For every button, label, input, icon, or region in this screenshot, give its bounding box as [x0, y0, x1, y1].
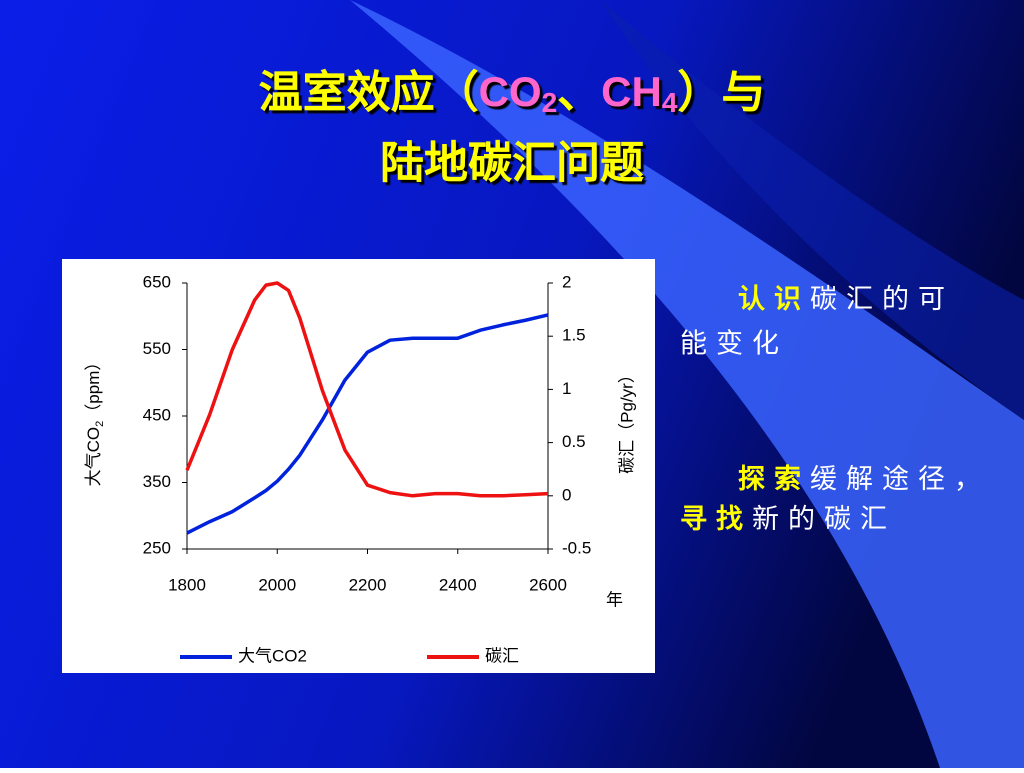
highlight: 认识 [738, 284, 810, 315]
x-tick-label: 2600 [529, 575, 567, 594]
y2-tick-label: 2 [562, 272, 571, 291]
series-line [186, 313, 549, 535]
point-text: 寻找新的碳汇 [680, 504, 896, 535]
x-tick-label: 2000 [258, 575, 296, 594]
y2-tick-label: 0 [562, 485, 571, 504]
text: 新的碳汇 [752, 504, 896, 535]
title: 温室效应（CO2、CH4）与 [259, 67, 766, 119]
y2-tick-label: 0.5 [562, 432, 586, 451]
title-text: 陆地碳汇问题 [380, 138, 644, 189]
title-text: 4 [662, 87, 678, 118]
legend-label: 碳汇 [485, 646, 519, 665]
y-tick-label: 650 [143, 272, 171, 291]
label: 2 [94, 421, 106, 427]
chart-background [62, 259, 655, 673]
title-text: ）与 [677, 67, 765, 118]
point-text: 探索缓解途径， [738, 464, 990, 495]
title-text: 2 [542, 87, 558, 118]
text: 碳汇的可 [810, 284, 954, 315]
chart: 年 大气CO2（ppm） 碳汇（Pg/yr） 250350450550650-0… [62, 259, 655, 673]
text: 能变化 [680, 329, 788, 360]
title-text: 温室效应（ [259, 67, 479, 118]
y2-tick-label: -0.5 [562, 538, 591, 557]
y-axis-label: 大气CO2（ppm） [84, 354, 105, 487]
label: 大气CO [84, 427, 103, 487]
background-sweep [600, 0, 1024, 420]
title-text: CO [479, 68, 542, 115]
x-tick-label: 2400 [439, 575, 477, 594]
text: 缓解途径， [810, 464, 990, 495]
background-sweep [350, 0, 1024, 768]
highlight: 探索 [738, 464, 810, 495]
title-text: CH [601, 68, 662, 115]
y-tick-label: 450 [143, 405, 171, 424]
x-tick-label: 2200 [349, 575, 387, 594]
series-line [185, 281, 549, 498]
y-tick-label: 550 [143, 339, 171, 358]
x-tick-label: 1800 [168, 575, 206, 594]
title-text: 、 [557, 67, 601, 118]
label: （ppm） [84, 354, 103, 421]
y2-tick-label: 1.5 [562, 326, 586, 345]
legend-label: 大气CO2 [238, 646, 307, 665]
y2-tick-label: 1 [562, 379, 571, 398]
x-axis-label: 年 [606, 590, 623, 609]
y-tick-label: 250 [143, 538, 171, 557]
y2-axis-label: 碳汇（Pg/yr） [617, 366, 636, 474]
point-text: 认识碳汇的可 [738, 284, 954, 315]
y-tick-label: 350 [143, 472, 171, 491]
highlight: 寻找 [680, 504, 752, 535]
